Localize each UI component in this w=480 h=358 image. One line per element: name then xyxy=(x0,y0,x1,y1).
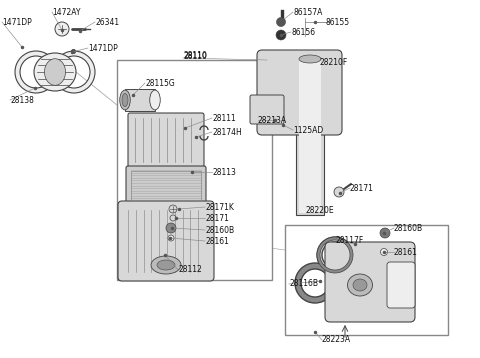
Text: 86156: 86156 xyxy=(291,28,315,37)
Circle shape xyxy=(334,187,344,197)
Text: 28223A: 28223A xyxy=(322,335,351,344)
FancyBboxPatch shape xyxy=(250,95,284,124)
Text: 28160B: 28160B xyxy=(394,223,423,232)
Text: 28210F: 28210F xyxy=(320,58,348,67)
Text: 26341: 26341 xyxy=(95,18,119,26)
FancyBboxPatch shape xyxy=(128,113,204,167)
Text: 1125AD: 1125AD xyxy=(293,126,323,135)
Ellipse shape xyxy=(122,93,128,107)
Ellipse shape xyxy=(151,256,181,274)
Text: 28160B: 28160B xyxy=(205,226,234,234)
Text: 28171: 28171 xyxy=(205,213,229,223)
Text: 86157A: 86157A xyxy=(293,8,323,16)
Text: 1471DP: 1471DP xyxy=(2,18,32,26)
Bar xyxy=(296,55,324,215)
Circle shape xyxy=(380,228,390,238)
Ellipse shape xyxy=(353,279,367,291)
Bar xyxy=(125,89,155,111)
Text: 28113: 28113 xyxy=(212,168,236,176)
FancyBboxPatch shape xyxy=(118,201,214,281)
Circle shape xyxy=(168,235,174,241)
Circle shape xyxy=(166,223,176,233)
Bar xyxy=(281,10,284,20)
Text: 28171: 28171 xyxy=(350,184,374,193)
Ellipse shape xyxy=(348,274,372,296)
Text: 28213A: 28213A xyxy=(258,116,287,125)
FancyBboxPatch shape xyxy=(387,262,415,308)
Ellipse shape xyxy=(157,260,175,270)
Circle shape xyxy=(276,18,286,26)
FancyBboxPatch shape xyxy=(126,166,206,205)
Circle shape xyxy=(169,205,177,213)
Circle shape xyxy=(381,248,387,256)
Text: 28110: 28110 xyxy=(183,50,207,59)
Circle shape xyxy=(276,30,286,40)
Text: 86155: 86155 xyxy=(325,18,349,26)
Ellipse shape xyxy=(45,59,65,85)
Circle shape xyxy=(170,215,176,221)
Ellipse shape xyxy=(299,55,321,63)
Text: 1472AY: 1472AY xyxy=(52,8,81,16)
FancyBboxPatch shape xyxy=(257,50,342,135)
Text: 28220E: 28220E xyxy=(306,205,335,214)
Text: 28117F: 28117F xyxy=(336,236,364,245)
Text: 28138: 28138 xyxy=(10,96,34,105)
Bar xyxy=(299,57,321,213)
Bar xyxy=(131,171,201,200)
Ellipse shape xyxy=(150,90,160,110)
Text: 28171K: 28171K xyxy=(205,203,234,212)
Text: 1471DP: 1471DP xyxy=(88,44,118,53)
Text: 28116B: 28116B xyxy=(289,280,318,289)
Text: 28111: 28111 xyxy=(212,113,236,122)
FancyBboxPatch shape xyxy=(325,242,415,322)
Text: 28161: 28161 xyxy=(205,237,229,246)
Bar xyxy=(285,225,448,335)
Text: 28161: 28161 xyxy=(394,247,418,256)
Ellipse shape xyxy=(120,90,130,110)
Text: 28112: 28112 xyxy=(178,266,202,275)
Text: 28115G: 28115G xyxy=(145,78,175,87)
Text: 28174H: 28174H xyxy=(212,127,242,136)
Ellipse shape xyxy=(34,53,76,91)
Bar xyxy=(117,60,272,280)
Circle shape xyxy=(55,22,69,36)
Text: 28110: 28110 xyxy=(183,52,207,61)
